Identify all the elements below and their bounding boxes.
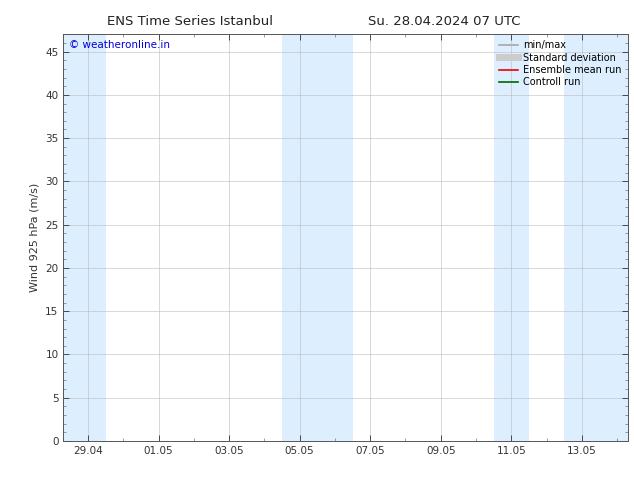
Bar	[317, 34, 353, 441]
Bar	[564, 34, 628, 441]
Bar	[494, 34, 529, 441]
Text: © weatheronline.in: © weatheronline.in	[69, 40, 170, 50]
Bar	[282, 34, 317, 441]
Y-axis label: Wind 925 hPa (m/s): Wind 925 hPa (m/s)	[30, 183, 40, 292]
Bar	[63, 34, 106, 441]
Legend: min/max, Standard deviation, Ensemble mean run, Controll run: min/max, Standard deviation, Ensemble me…	[495, 36, 626, 91]
Text: ENS Time Series Istanbul: ENS Time Series Istanbul	[107, 15, 273, 28]
Text: Su. 28.04.2024 07 UTC: Su. 28.04.2024 07 UTC	[368, 15, 520, 28]
